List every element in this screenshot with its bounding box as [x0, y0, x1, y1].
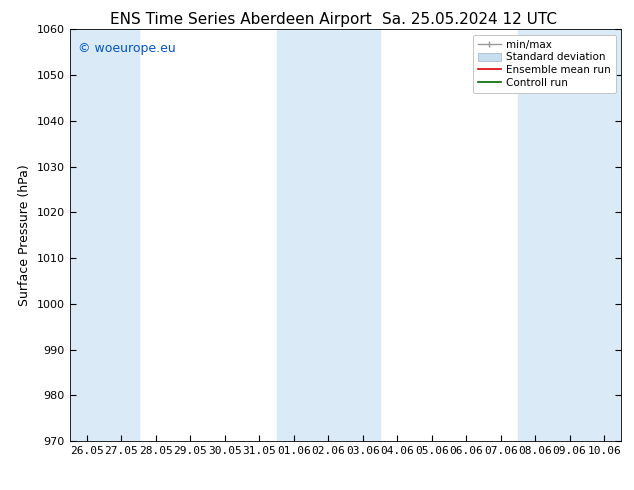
Bar [70, 29, 104, 441]
Bar [587, 29, 621, 441]
Bar [552, 29, 587, 441]
Bar [276, 29, 311, 441]
Text: © woeurope.eu: © woeurope.eu [78, 42, 176, 55]
Legend: min/max, Standard deviation, Ensemble mean run, Controll run: min/max, Standard deviation, Ensemble me… [473, 35, 616, 93]
Bar [518, 29, 552, 441]
Bar [104, 29, 139, 441]
Text: Sa. 25.05.2024 12 UTC: Sa. 25.05.2024 12 UTC [382, 12, 557, 27]
Text: ENS Time Series Aberdeen Airport: ENS Time Series Aberdeen Airport [110, 12, 372, 27]
Bar [311, 29, 346, 441]
Y-axis label: Surface Pressure (hPa): Surface Pressure (hPa) [18, 164, 31, 306]
Bar [346, 29, 380, 441]
